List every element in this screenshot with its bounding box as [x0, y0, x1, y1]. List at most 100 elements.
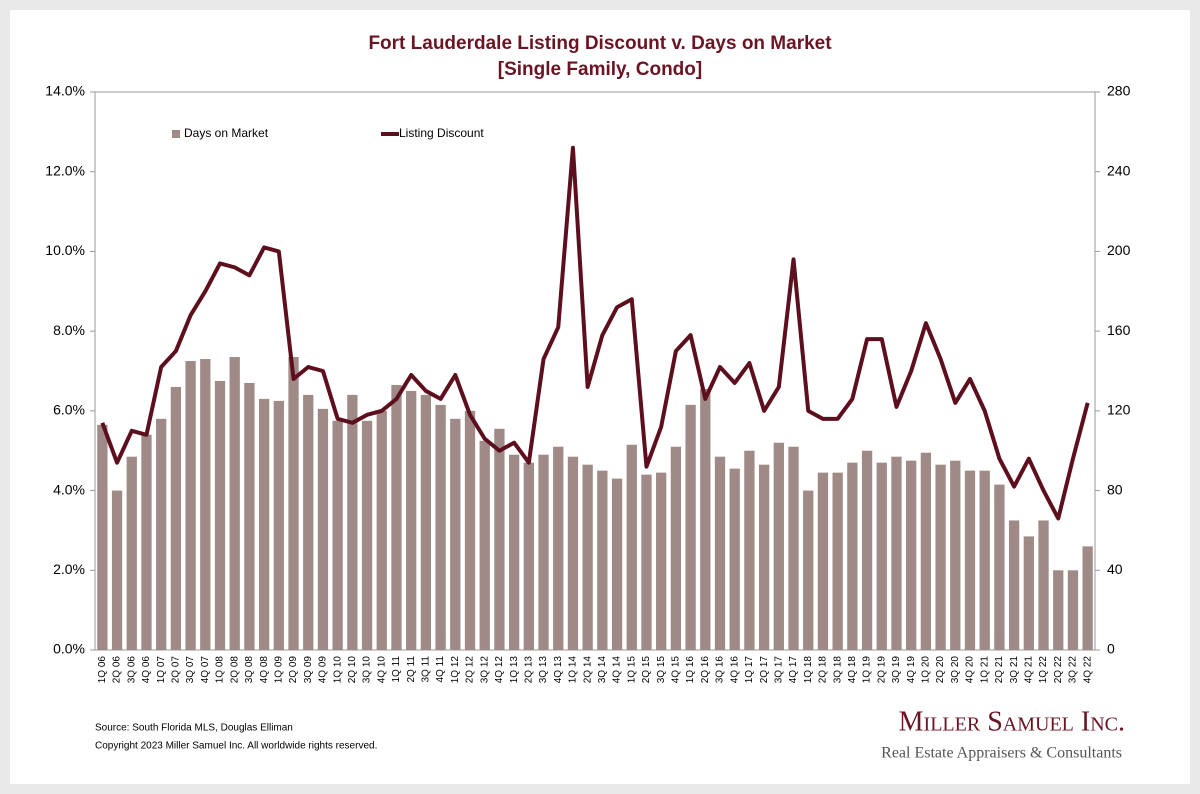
x-tick-label: 2Q 17 — [759, 656, 770, 684]
bar — [950, 460, 961, 650]
bar — [626, 444, 637, 650]
logo-name: Miller Samuel Inc. — [899, 706, 1125, 737]
x-tick-label: 4Q 06 — [141, 656, 152, 684]
bar — [97, 424, 108, 650]
bar — [464, 410, 476, 650]
bar — [361, 420, 373, 650]
chart-subtitle: [Single Family, Condo] — [498, 59, 702, 80]
bar — [685, 404, 696, 650]
x-tick-label: 2Q 13 — [523, 656, 534, 684]
bar — [817, 472, 829, 650]
x-tick-label: 1Q 15 — [626, 656, 637, 684]
x-tick-label: 2Q 08 — [229, 656, 240, 684]
x-tick-label: 2Q 11 — [406, 656, 417, 683]
x-tick-label: 2Q 09 — [288, 656, 299, 684]
bar — [214, 380, 226, 650]
bar — [641, 474, 652, 650]
x-tick-label: 4Q 19 — [906, 656, 917, 684]
y-tick-label: 6.0% — [53, 402, 85, 418]
bar — [1008, 520, 1020, 650]
y-tick-label: 14.0% — [45, 83, 85, 99]
x-tick-label: 3Q 16 — [715, 656, 726, 684]
x-tick-label: 3Q 12 — [479, 656, 490, 684]
x-tick-label: 4Q 22 — [1082, 656, 1093, 684]
x-tick-label: 3Q 15 — [656, 656, 667, 684]
x-tick-label: 1Q 08 — [215, 656, 226, 684]
bar — [244, 382, 255, 650]
chart-title: Fort Lauderdale Listing Discount v. Days… — [368, 33, 832, 54]
y2-tick-label: 0 — [1107, 641, 1115, 657]
x-tick-label: 3Q 20 — [950, 656, 961, 684]
bar — [611, 478, 623, 650]
bar — [656, 472, 667, 650]
bar — [170, 386, 182, 650]
x-tick-label: 2Q 16 — [700, 656, 711, 684]
x-tick-label: 3Q 11 — [421, 656, 432, 683]
y2-tick-label: 80 — [1107, 481, 1123, 497]
bar — [714, 456, 726, 650]
bar — [553, 446, 564, 650]
x-tick-label: 1Q 16 — [685, 656, 696, 684]
bar — [979, 470, 990, 650]
x-tick-label: 3Q 10 — [362, 656, 373, 684]
bar — [303, 394, 314, 650]
y-tick-label: 4.0% — [53, 481, 85, 497]
x-tick-label: 4Q 16 — [729, 656, 740, 684]
bar — [538, 454, 549, 650]
bar — [523, 462, 534, 650]
bar — [567, 456, 579, 650]
legend-swatch — [172, 130, 180, 138]
x-tick-label: 3Q 22 — [1068, 656, 1079, 684]
x-tick-label: 2Q 15 — [641, 656, 652, 684]
bar — [876, 462, 887, 650]
x-tick-label: 2Q 18 — [818, 656, 829, 684]
x-tick-label: 4Q 21 — [1023, 656, 1034, 684]
bar — [126, 456, 137, 650]
x-tick-label: 4Q 15 — [671, 656, 682, 684]
x-tick-label: 4Q 09 — [318, 656, 329, 684]
bar — [920, 452, 932, 650]
bar — [288, 357, 299, 650]
x-tick-label: 3Q 18 — [832, 656, 843, 684]
x-tick-label: 1Q 06 — [97, 656, 108, 684]
bar — [861, 450, 873, 650]
bar — [832, 472, 843, 650]
x-tick-label: 3Q 09 — [303, 656, 314, 684]
bar — [156, 418, 167, 650]
x-tick-label: 3Q 19 — [891, 656, 902, 684]
line — [100, 145, 1090, 521]
x-tick-label: 2Q 14 — [582, 656, 593, 684]
bar — [788, 446, 799, 650]
plot-frame — [94, 91, 1096, 651]
x-tick-label: 1Q 12 — [450, 656, 461, 684]
bar — [1038, 520, 1049, 650]
x-tick-label: 4Q 08 — [259, 656, 270, 684]
bar — [273, 400, 284, 650]
x-tick-label: 4Q 10 — [376, 656, 387, 684]
x-tick-label: 2Q 12 — [465, 656, 476, 684]
x-tick-label: 1Q 17 — [744, 656, 755, 684]
bar — [317, 408, 329, 650]
y-tick-label: 8.0% — [53, 322, 85, 338]
bar — [847, 462, 858, 650]
y2-tick-label: 160 — [1107, 322, 1131, 338]
x-tick-label: 2Q 21 — [994, 656, 1005, 684]
x-tick-label: 2Q 10 — [347, 656, 358, 684]
y2-tick-label: 280 — [1107, 83, 1131, 99]
x-tick-label: 4Q 11 — [435, 656, 446, 683]
bar — [494, 428, 505, 650]
bar — [508, 454, 520, 650]
x-tick-label: 1Q 07 — [156, 656, 167, 684]
bar — [1067, 570, 1079, 650]
x-tick-label: 1Q 22 — [1038, 656, 1049, 684]
x-tick-label: 1Q 18 — [803, 656, 814, 684]
x-tick-label: 3Q 21 — [1009, 656, 1020, 684]
x-tick-label: 4Q 07 — [200, 656, 211, 684]
y-tick-label: 0.0% — [53, 641, 85, 657]
bar — [450, 418, 461, 650]
bar — [406, 390, 417, 650]
x-tick-label: 2Q 20 — [935, 656, 946, 684]
x-tick-label: 4Q 20 — [965, 656, 976, 684]
x-tick-label: 1Q 14 — [568, 656, 579, 684]
